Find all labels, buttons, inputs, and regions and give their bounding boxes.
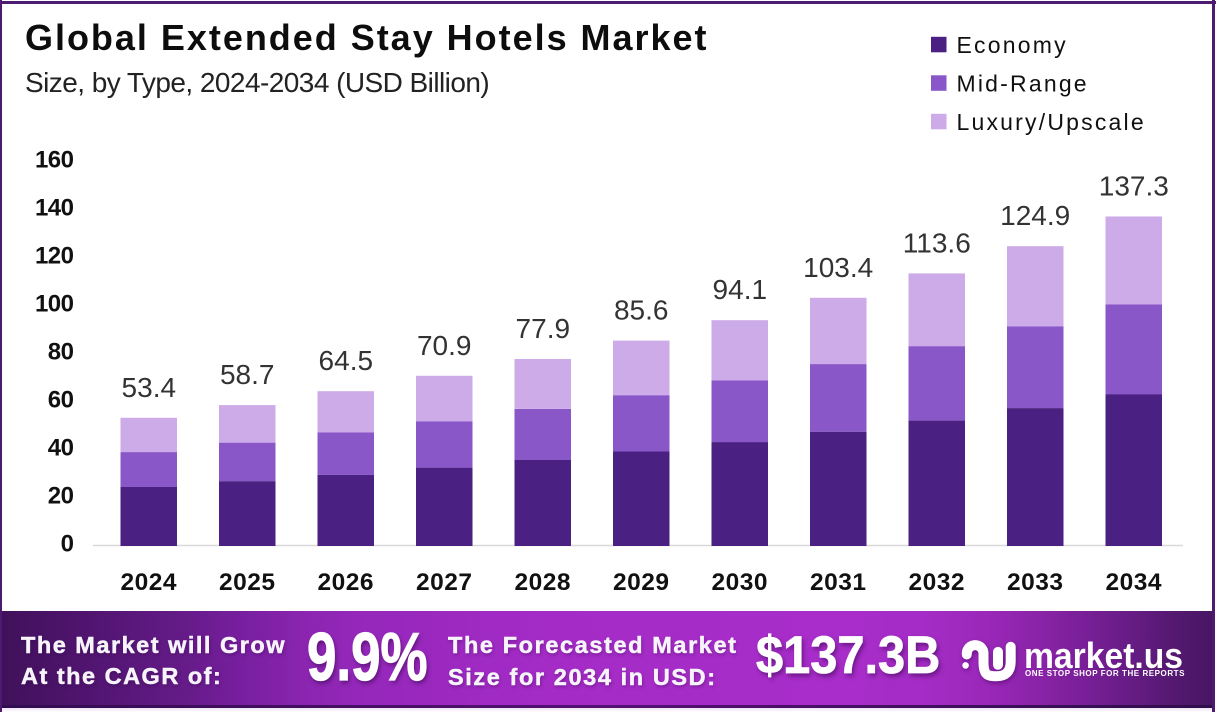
svg-text:Economy: Economy: [957, 32, 1068, 58]
svg-text:137.3: 137.3: [1099, 171, 1169, 202]
svg-text:77.9: 77.9: [516, 313, 571, 344]
svg-text:53.4: 53.4: [122, 372, 177, 403]
svg-text:100: 100: [35, 291, 74, 318]
svg-text:120: 120: [35, 243, 74, 270]
svg-text:113.6: 113.6: [903, 227, 971, 258]
svg-text:60: 60: [48, 387, 74, 414]
svg-text:85.6: 85.6: [614, 295, 669, 326]
svg-text:2034: 2034: [1106, 569, 1163, 596]
svg-text:40: 40: [48, 435, 74, 462]
svg-text:2025: 2025: [219, 569, 276, 596]
svg-text:2029: 2029: [613, 569, 670, 596]
svg-text:Mid-Range: Mid-Range: [957, 71, 1089, 97]
svg-text:70.9: 70.9: [417, 330, 472, 361]
svg-text:140: 140: [35, 195, 74, 222]
svg-text:103.4: 103.4: [803, 252, 873, 283]
svg-text:2026: 2026: [318, 569, 375, 596]
svg-text:2030: 2030: [712, 569, 769, 596]
svg-text:2031: 2031: [810, 569, 867, 596]
svg-text:94.1: 94.1: [713, 274, 768, 305]
svg-text:2033: 2033: [1007, 569, 1064, 596]
svg-text:2032: 2032: [909, 569, 966, 596]
svg-text:2028: 2028: [515, 569, 572, 596]
svg-text:58.7: 58.7: [220, 359, 275, 390]
svg-text:Luxury/Upscale: Luxury/Upscale: [957, 109, 1146, 135]
svg-text:0: 0: [61, 531, 74, 558]
svg-text:80: 80: [48, 339, 74, 366]
svg-text:64.5: 64.5: [319, 345, 374, 376]
svg-text:2027: 2027: [416, 569, 473, 596]
svg-text:124.9: 124.9: [1000, 200, 1070, 231]
svg-text:160: 160: [35, 147, 74, 174]
svg-text:2024: 2024: [121, 569, 178, 596]
svg-text:20: 20: [48, 483, 74, 510]
